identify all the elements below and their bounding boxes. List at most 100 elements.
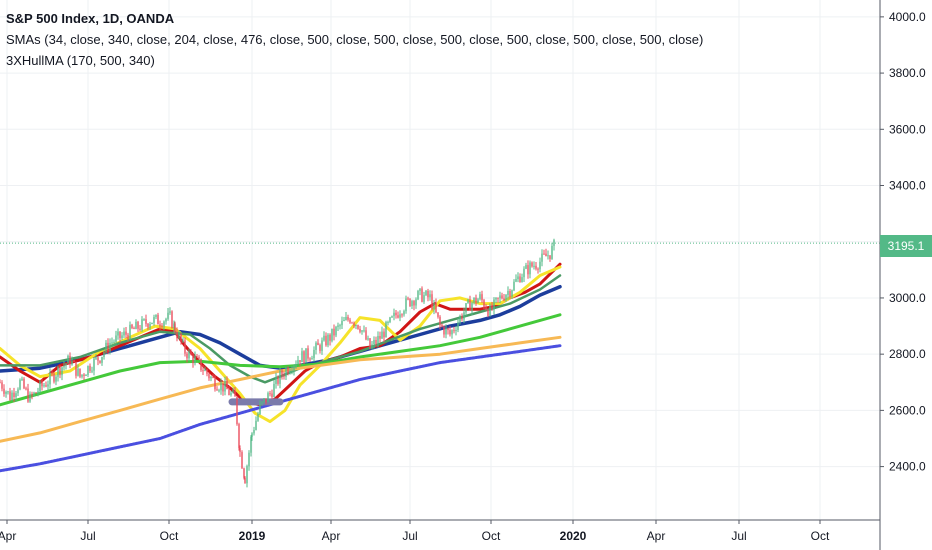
candle-body: [246, 466, 248, 484]
candle-body: [305, 348, 307, 363]
candle-body: [437, 312, 439, 317]
candle-body: [471, 302, 473, 311]
ma-line-green: [0, 313, 562, 407]
candle-body: [277, 376, 279, 384]
candle-body: [255, 420, 257, 430]
candle-body: [493, 299, 495, 310]
candle-body: [351, 322, 353, 324]
candle-body: [87, 365, 89, 376]
candle-body: [129, 324, 131, 340]
candle-body: [275, 376, 277, 384]
candle-body: [389, 317, 391, 323]
candle-body: [455, 330, 457, 332]
candle-body: [445, 328, 447, 335]
candle-body: [353, 322, 355, 326]
candle-body: [165, 318, 167, 322]
candle-body: [517, 276, 519, 280]
y-tick-label: 4000.0: [889, 10, 926, 24]
candle-body: [228, 389, 230, 396]
candle-body: [385, 322, 387, 338]
candle-body: [339, 325, 341, 327]
candle-body: [499, 295, 501, 299]
candle-body: [489, 305, 491, 316]
candle-body: [133, 328, 135, 330]
candle-body: [387, 322, 389, 324]
candle-body: [159, 324, 161, 326]
candle-body: [331, 328, 333, 341]
candle-body: [273, 383, 275, 397]
candle-body: [250, 436, 252, 453]
candle-body: [427, 290, 429, 298]
candle-body: [248, 452, 250, 467]
candle-body: [533, 265, 535, 267]
candle-body: [73, 360, 75, 362]
candle-body: [417, 291, 419, 300]
candle-body: [125, 331, 127, 335]
x-tick-label: Apr: [0, 529, 16, 543]
x-tick-label: Oct: [160, 529, 179, 543]
candle-body: [485, 307, 487, 310]
candle-body: [232, 390, 234, 393]
candle-body: [57, 367, 59, 377]
candle-body: [319, 345, 321, 351]
candle-body: [174, 323, 176, 333]
candle-body: [25, 388, 27, 390]
candle-body: [65, 363, 67, 366]
candle-body: [413, 301, 415, 306]
candle-body: [153, 317, 155, 323]
candle-body: [409, 298, 411, 307]
candle-body: [539, 261, 541, 270]
candle-body: [135, 321, 137, 330]
candle-body: [487, 309, 489, 316]
candle-body: [523, 268, 525, 278]
grid: [0, 0, 880, 520]
x-tick-label: Oct: [811, 529, 830, 543]
legend-sma: SMAs (34, close, 340, close, 204, close,…: [6, 32, 704, 47]
candle-body: [224, 380, 226, 392]
candle-body: [525, 265, 527, 269]
candle-body: [407, 298, 409, 300]
candle-body: [527, 265, 529, 275]
candle-body: [531, 262, 533, 267]
candle-body: [151, 322, 153, 324]
candle-body: [301, 351, 303, 363]
y-tick-label: 3400.0: [889, 179, 926, 193]
candle-body: [521, 277, 523, 283]
candle-body: [103, 352, 105, 357]
y-tick-label: 2600.0: [889, 403, 926, 417]
candle-body: [391, 316, 393, 318]
legend-hullma: 3XHullMA (170, 500, 340): [6, 53, 155, 68]
candle-body: [71, 360, 73, 365]
legend: S&P 500 Index, 1D, OANDA SMAs (34, close…: [6, 8, 703, 71]
candle-body: [184, 340, 186, 354]
x-tick-label: Jul: [402, 529, 417, 543]
candle-body: [99, 360, 101, 363]
candle-body: [529, 262, 531, 275]
candle-body: [85, 375, 87, 377]
candle-body: [43, 385, 45, 387]
candle-body: [173, 323, 175, 328]
candle-body: [196, 356, 198, 358]
candle-body: [222, 383, 224, 392]
candle-body: [263, 398, 265, 402]
candle-body: [105, 342, 107, 353]
candle-body: [210, 376, 212, 379]
candle-body: [143, 319, 145, 321]
x-tick-label: 2020: [560, 529, 587, 543]
candle-body: [313, 349, 315, 359]
candle-body: [447, 328, 449, 331]
candle-body: [285, 368, 287, 377]
candle-body: [321, 340, 323, 351]
candle-body: [269, 393, 271, 395]
candle-body: [17, 389, 19, 394]
candle-body: [171, 311, 173, 328]
candle-body: [541, 253, 543, 262]
candle-body: [283, 375, 285, 377]
candle-body: [467, 299, 469, 304]
candle-body: [345, 316, 347, 321]
candle-body: [373, 339, 375, 345]
candle-body: [369, 338, 371, 349]
candle-body: [317, 342, 319, 346]
candle-body: [511, 290, 513, 297]
